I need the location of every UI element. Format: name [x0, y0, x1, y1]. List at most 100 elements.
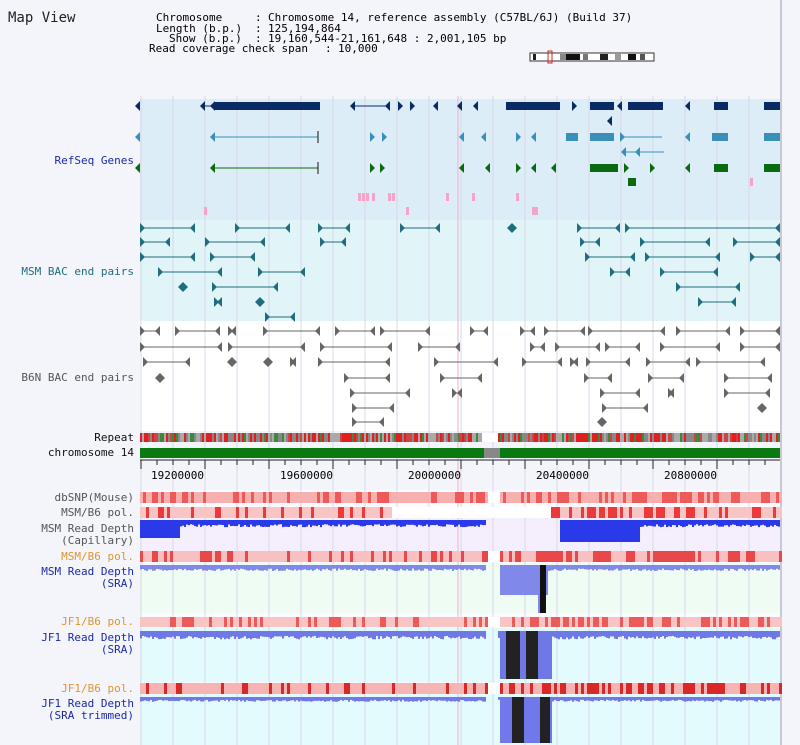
depth-bar	[212, 697, 214, 701]
pol-segment	[734, 551, 737, 562]
pol-segment	[446, 492, 449, 503]
pol-segment	[554, 507, 557, 518]
depth-bar	[462, 697, 464, 701]
pol-segment	[686, 617, 689, 627]
depth-bar	[652, 697, 654, 701]
depth-bar	[606, 631, 608, 638]
track-label-msm-depth-sra[interactable]: MSM Read Depth	[41, 565, 134, 578]
depth-bar	[692, 631, 694, 638]
track-label-jf1-b6-pol-2[interactable]: JF1/B6 pol.	[61, 682, 134, 695]
track-label-msm-bac[interactable]: MSM BAC end pairs	[21, 265, 134, 278]
pol-segment	[296, 683, 299, 694]
pol-segment	[305, 551, 308, 562]
track-label-jf1-depth-sra[interactable]: JF1 Read Depth	[41, 631, 134, 644]
depth-bar	[590, 565, 592, 570]
pol-segment	[386, 617, 389, 627]
depth-bar	[734, 565, 736, 571]
depth-bar	[636, 565, 638, 569]
pol-segment	[404, 492, 407, 503]
depth-bar	[662, 565, 664, 569]
depth-bar	[748, 631, 750, 638]
pol-segment	[233, 617, 236, 627]
depth-bar	[768, 565, 770, 570]
repeat-segment	[470, 433, 472, 442]
pol-segment	[644, 551, 647, 562]
repeat-segment	[544, 433, 546, 442]
msm-sra-depth-bg	[140, 563, 780, 613]
depth-bar	[206, 697, 208, 700]
depth-bar	[704, 631, 706, 639]
repeat-segment	[260, 433, 262, 442]
depth-bar	[448, 565, 450, 570]
track-label-msm-b6-pol-2[interactable]: MSM/B6 pol.	[61, 550, 134, 563]
pol-segment	[389, 683, 392, 694]
depth-bar	[168, 631, 170, 638]
pol-segment	[140, 683, 143, 694]
depth-bar	[732, 565, 734, 570]
pol-segment	[188, 683, 191, 694]
depth-bar	[414, 565, 416, 571]
depth-bar	[484, 697, 486, 702]
track-label-jf1-b6-pol-1[interactable]: JF1/B6 pol.	[61, 615, 134, 628]
pol-gap	[497, 617, 500, 627]
axis-tick-label: 20800000	[664, 469, 717, 482]
repeat-segment	[430, 433, 432, 442]
track-label-chromosome[interactable]: chromosome 14	[47, 446, 134, 459]
pol-segment	[515, 617, 518, 627]
depth-bar	[450, 520, 452, 525]
track-label-refseq[interactable]: RefSeq Genes	[54, 154, 134, 167]
depth-bar	[218, 697, 220, 702]
track-label-repeat[interactable]: Repeat	[94, 431, 134, 444]
depth-bar	[170, 631, 172, 638]
depth-bar	[250, 565, 252, 570]
pol-segment	[629, 683, 632, 694]
pol-segment	[662, 617, 665, 627]
depth-bar	[656, 565, 658, 571]
pol-segment	[386, 551, 389, 562]
depth-bar	[764, 697, 766, 702]
pol-segment	[614, 617, 617, 627]
depth-bar	[186, 520, 188, 525]
track-label-msm-depth-cap[interactable]: MSM Read Depth	[41, 522, 134, 535]
pol-segment	[278, 492, 281, 503]
pol-segment	[665, 507, 668, 518]
repeat-segment	[182, 433, 184, 442]
track-label-dbsnp[interactable]: dbSNP(Mouse)	[54, 491, 134, 504]
pol-segment	[725, 507, 728, 518]
depth-bar	[328, 697, 330, 702]
pol-segment	[449, 683, 452, 694]
pol-segment	[635, 507, 638, 518]
depth-bar	[456, 631, 458, 638]
repeat-segment	[388, 433, 390, 442]
depth-bar	[744, 631, 746, 637]
depth-bar	[594, 565, 596, 570]
pol-segment	[563, 551, 566, 562]
track-label-jf1-depth-trim[interactable]: JF1 Read Depth	[41, 697, 134, 710]
repeat-segment	[408, 433, 410, 442]
pol-segment	[767, 683, 770, 694]
depth-bar	[146, 565, 148, 571]
pol-segment	[704, 492, 707, 503]
depth-bar	[148, 520, 150, 538]
pol-segment	[206, 492, 209, 503]
repeat-segment	[596, 433, 598, 442]
depth-bar	[524, 565, 526, 595]
repeat-segment	[228, 433, 230, 442]
pol-segment	[584, 492, 587, 503]
repeat-segment	[692, 433, 694, 442]
repeat-segment	[286, 433, 288, 442]
pol-segment	[356, 492, 359, 503]
depth-bar	[482, 520, 484, 526]
depth-bar	[292, 565, 294, 571]
depth-bar	[254, 631, 256, 639]
pol-segment	[605, 683, 608, 694]
repeat-segment	[688, 433, 690, 442]
pol-segment	[296, 551, 299, 562]
track-label-msm-b6-pol-1[interactable]: MSM/B6 pol.	[61, 506, 134, 519]
pol-segment	[710, 492, 713, 503]
depth-bar	[198, 697, 200, 701]
depth-bar	[462, 520, 464, 528]
track-label-b6n-bac[interactable]: B6N BAC end pairs	[21, 371, 134, 384]
depth-bar	[324, 631, 326, 638]
